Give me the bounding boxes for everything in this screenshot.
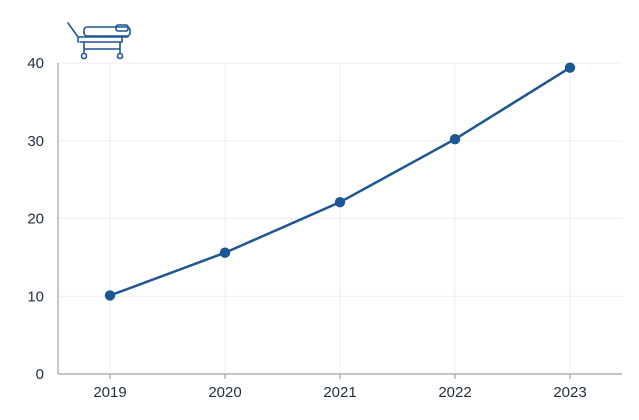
tick-labels: 0 10 20 30 40 2019 2020 2021 2022 2023 bbox=[27, 55, 586, 401]
y-tick-label: 10 bbox=[27, 288, 44, 305]
y-tick-label: 40 bbox=[27, 55, 44, 72]
axes bbox=[57, 63, 622, 379]
bed-mattress bbox=[83, 26, 131, 37]
grid bbox=[58, 62, 622, 374]
y-tick-label: 30 bbox=[27, 133, 44, 150]
data-point bbox=[564, 62, 576, 73]
bed-frame bbox=[67, 22, 129, 43]
series bbox=[104, 62, 576, 301]
bed-legs bbox=[83, 41, 121, 54]
y-tick-label: 0 bbox=[36, 366, 44, 383]
data-point bbox=[334, 196, 346, 208]
data-point bbox=[449, 133, 461, 145]
hospital-bed-icon bbox=[67, 22, 131, 60]
data-point bbox=[104, 290, 116, 301]
bed-wheel-left bbox=[80, 52, 88, 60]
bed-wheel-right bbox=[116, 52, 124, 60]
bed-pillow bbox=[115, 24, 129, 32]
x-tick-label: 2021 bbox=[323, 384, 356, 401]
x-tick-label: 2019 bbox=[93, 384, 126, 401]
x-tick-label: 2023 bbox=[553, 384, 586, 401]
x-tick-label: 2022 bbox=[438, 384, 471, 401]
y-tick-label: 20 bbox=[27, 211, 44, 228]
data-point bbox=[219, 247, 231, 258]
x-tick-label: 2020 bbox=[208, 384, 241, 401]
